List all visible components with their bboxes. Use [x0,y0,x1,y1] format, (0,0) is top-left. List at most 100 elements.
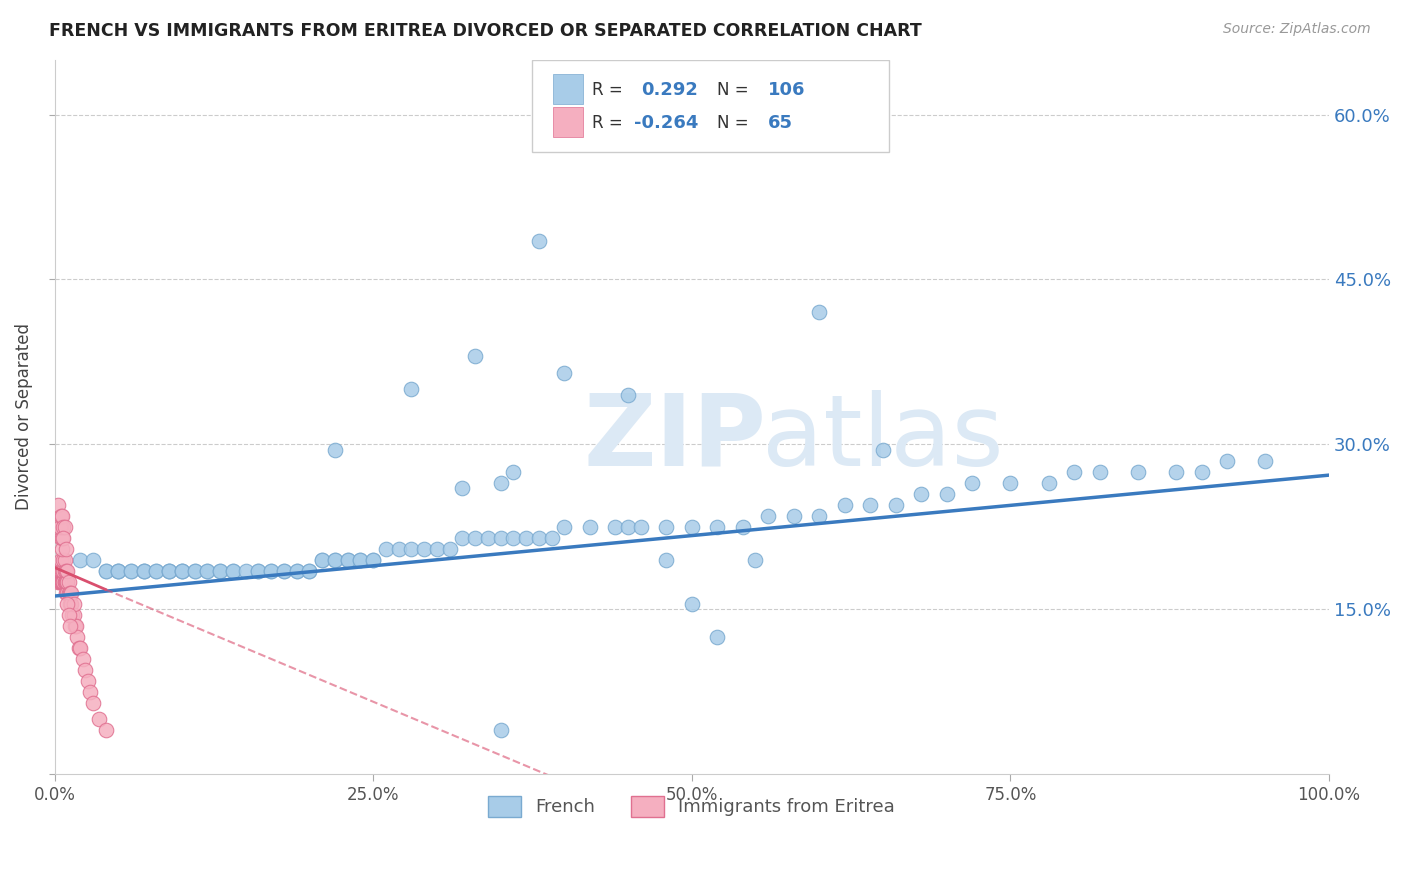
Point [808,305,831,319]
Point [56,564,79,578]
Point [58,586,80,600]
Point [51,508,73,523]
Point [52,574,75,589]
Point [56,574,79,589]
Point [53,574,76,589]
Point [1126,465,1149,479]
Point [477,531,499,545]
Point [52,564,75,578]
Point [1216,454,1239,468]
Point [60,597,83,611]
Point [209,564,232,578]
Point [170,564,193,578]
Point [311,553,333,567]
Point [49,574,72,589]
Point [107,564,129,578]
Point [58,607,80,622]
Point [209,564,232,578]
Point [323,553,346,567]
Point [67,640,90,655]
Point [49,564,72,578]
Point [170,564,193,578]
Point [617,520,640,534]
Point [197,564,219,578]
Point [76,673,98,688]
Point [48,574,70,589]
Point [63,618,86,632]
Point [49,564,72,578]
Point [49,520,72,534]
Point [578,520,600,534]
FancyBboxPatch shape [553,107,583,136]
Point [51,574,73,589]
Point [56,586,79,600]
Point [323,553,346,567]
Point [872,442,894,457]
Point [884,498,907,512]
Point [361,553,384,567]
Point [170,564,193,578]
Point [706,630,728,644]
Point [859,498,882,512]
Point [183,564,205,578]
Point [107,564,129,578]
Point [298,564,321,578]
Point [349,553,371,567]
Point [285,564,308,578]
Point [48,520,70,534]
Point [655,553,678,567]
Point [51,564,73,578]
Point [59,586,82,600]
Point [527,234,550,248]
Legend: French, Immigrants from Eritrea: French, Immigrants from Eritrea [479,787,904,826]
Point [59,597,82,611]
Point [51,541,73,556]
Text: N =: N = [717,114,749,132]
Point [426,541,449,556]
Text: ZIP: ZIP [583,390,766,487]
Point [49,553,72,567]
Point [910,487,932,501]
Point [783,508,806,523]
Text: 106: 106 [768,81,806,99]
Point [82,553,104,567]
Point [1063,465,1085,479]
Point [56,597,79,611]
Point [553,366,575,380]
Point [60,607,83,622]
Point [401,541,423,556]
Point [94,723,117,738]
Point [808,508,831,523]
Point [374,541,396,556]
Point [273,564,295,578]
Point [1038,475,1060,490]
Point [157,564,180,578]
Point [94,564,117,578]
Point [502,531,524,545]
Point [1000,475,1022,490]
Point [311,553,333,567]
Point [298,564,321,578]
Point [401,383,423,397]
Point [515,531,537,545]
Point [132,564,155,578]
Point [960,475,983,490]
Point [451,531,474,545]
Point [145,564,167,578]
Point [55,564,77,578]
Point [48,498,70,512]
Point [52,553,75,567]
Point [120,564,142,578]
Point [273,564,295,578]
Point [260,564,283,578]
Point [527,531,550,545]
Point [681,520,703,534]
Point [52,574,75,589]
Point [49,508,72,523]
Point [834,498,856,512]
Point [706,520,728,534]
Point [132,564,155,578]
Text: FRENCH VS IMMIGRANTS FROM ERITREA DIVORCED OR SEPARATED CORRELATION CHART: FRENCH VS IMMIGRANTS FROM ERITREA DIVORC… [49,22,922,40]
Point [489,475,512,490]
Point [120,564,142,578]
